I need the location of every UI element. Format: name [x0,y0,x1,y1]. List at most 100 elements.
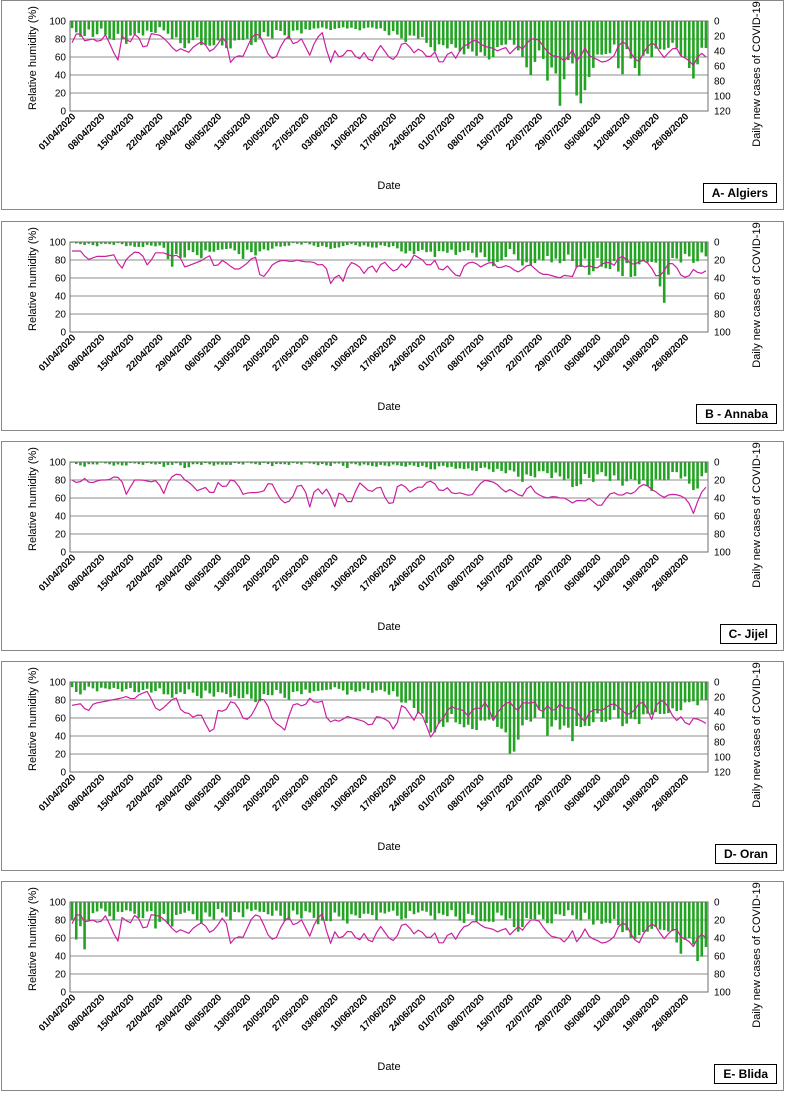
cases-bar [341,242,345,247]
right-tick-label: 40 [714,47,726,58]
cases-bar [391,682,395,692]
right-tick-label: 20 [714,32,726,43]
cases-bar [642,242,645,262]
cases-bar [617,242,620,272]
cases-bar [583,682,587,726]
cases-bar [608,242,612,269]
cases-bar [396,242,399,249]
cases-bar [575,21,578,96]
cases-bar [91,902,95,914]
cases-bar [471,21,474,52]
cases-bar [358,462,362,466]
cases-bar [533,21,537,62]
cases-bar [512,902,516,927]
cases-bar [567,21,570,61]
cases-bar [508,462,512,471]
cases-bar [654,462,658,480]
cases-bar [204,462,207,464]
cases-bar [592,462,595,482]
cases-bar [458,902,462,921]
cases-bar [220,21,224,46]
left-tick-label: 100 [49,898,66,909]
cases-bar [95,682,99,692]
cases-bar [233,682,237,696]
cases-bar [671,902,674,932]
cases-bar [608,682,612,720]
left-tick-label: 0 [60,768,66,779]
cases-bar [462,682,466,728]
cases-bar [304,682,307,690]
cases-bar [237,462,241,464]
cases-bar [391,21,395,31]
cases-bar [362,682,366,689]
cases-bar [683,242,687,254]
cases-bar [521,21,524,57]
cases-bar [458,21,462,52]
right-tick-label: 60 [714,952,726,963]
cases-bar [658,902,662,930]
cases-bar [183,902,186,913]
cases-bar [421,462,424,466]
cases-bar [441,902,445,915]
cases-bar [642,902,645,933]
cases-bar [383,902,387,914]
cases-bar [479,21,483,53]
cases-bar [612,21,616,45]
cases-bar [125,902,128,911]
cases-bar [212,242,216,252]
cases-bar [233,242,237,251]
cases-bar [500,462,503,471]
cases-bar [496,21,499,48]
cases-bar [533,242,537,264]
cases-bar [696,462,699,489]
cases-bar [133,242,136,247]
cases-bar [95,902,99,912]
cases-bar [667,242,670,275]
cases-bar [145,242,149,245]
cases-bar [320,242,324,246]
right-tick-label: 40 [714,494,726,505]
cases-bar [504,902,508,921]
cases-bar [220,902,224,913]
cases-bar [612,682,616,711]
cases-bar [558,462,562,477]
cases-bar [241,242,245,259]
cases-bar [154,462,157,465]
left-tick-label: 40 [55,952,67,963]
cases-bar [671,242,674,259]
cases-bar [254,462,257,465]
cases-bar [608,462,612,481]
cases-bar [316,682,320,691]
cases-bar [350,242,353,244]
left-y-axis-title: Relative humidity (%) [27,6,39,110]
cases-bar [508,902,512,919]
cases-bar [387,242,391,248]
cases-bar [262,242,266,250]
cases-bar [371,462,374,466]
cases-bar [658,242,662,287]
cases-bar [692,21,695,79]
cases-bar [237,21,241,41]
cases-bar [625,682,628,724]
cases-bar [316,462,320,466]
cases-bar [337,902,341,917]
cases-bar [550,242,553,263]
cases-bar [579,21,583,104]
cases-bar [162,462,166,467]
cases-bar [200,242,203,259]
cases-bar [270,242,274,249]
cases-bar [279,242,282,247]
right-y-axis-title: Daily new cases of COVID-19 [751,882,763,1028]
cases-bar [454,902,458,917]
cases-bar [429,682,432,733]
cases-bar [396,902,399,916]
left-tick-label: 60 [55,494,67,505]
cases-bar [504,242,508,258]
cases-bar [575,682,578,726]
cases-bar [337,242,341,248]
cases-bar [208,682,211,694]
cases-bar [141,682,145,691]
cases-bar [475,242,478,258]
cases-bar [87,682,91,687]
cases-bar [275,242,278,247]
